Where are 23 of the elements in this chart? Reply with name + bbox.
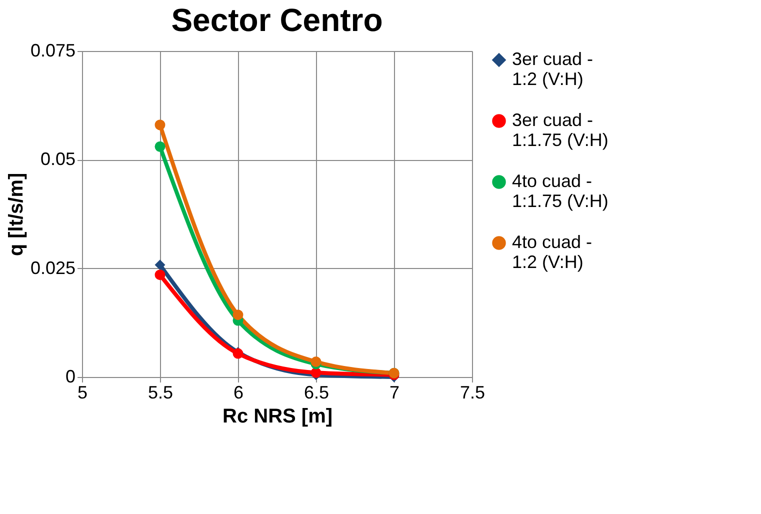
x-tick-label: 6 [233,382,244,402]
x-tick-label: 6.5 [304,382,330,402]
y-tick-label: 0.075 [30,40,76,60]
y-tick-label: 0.025 [30,258,76,278]
legend-label: 4to cuad - 1:2 (V:H) [512,232,592,272]
point [154,270,166,280]
x-tick-label: 7.5 [460,382,486,402]
point [154,120,166,130]
point [232,310,244,320]
legend-label: 3er cuad - 1:1.75 (V:H) [512,110,608,150]
point [154,141,166,152]
chart-title: Sector Centro [171,2,383,38]
x-tick-label: 7 [389,382,400,402]
legend-label: 3er cuad - 1:2 (V:H) [512,49,594,89]
y-axis-title: q [lt/s/m] [5,172,28,256]
point [154,260,166,270]
y-tick-label: 0 [65,366,76,386]
x-tick-label: 5.5 [148,382,174,402]
x-axis-title: Rc NRS [m] [222,406,333,428]
x-tick-label: 5 [77,382,88,402]
legend-label: 4to cuad - 1:1.75 (V:H) [512,171,608,211]
y-tick-label: 0.05 [40,149,76,170]
point [310,367,322,378]
